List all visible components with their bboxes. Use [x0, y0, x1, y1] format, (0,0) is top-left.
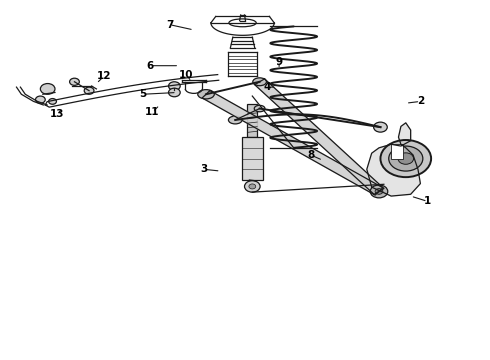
Circle shape: [49, 99, 56, 104]
Circle shape: [398, 153, 414, 164]
Circle shape: [380, 140, 431, 177]
Circle shape: [169, 82, 180, 90]
Bar: [242, 137, 263, 180]
Text: 6: 6: [147, 61, 154, 71]
Polygon shape: [367, 123, 420, 196]
Ellipse shape: [254, 105, 265, 112]
Circle shape: [375, 189, 383, 194]
Circle shape: [35, 96, 45, 103]
Circle shape: [370, 185, 388, 198]
Ellipse shape: [198, 90, 214, 99]
Polygon shape: [255, 79, 384, 194]
Text: 5: 5: [139, 89, 147, 99]
Text: 4: 4: [263, 82, 270, 92]
Circle shape: [245, 181, 260, 192]
Ellipse shape: [228, 116, 242, 124]
Bar: [391, 144, 403, 158]
Text: 8: 8: [307, 150, 315, 160]
Text: 9: 9: [275, 57, 283, 67]
Circle shape: [84, 87, 94, 94]
Text: 13: 13: [50, 109, 65, 119]
Text: 10: 10: [179, 69, 194, 80]
Circle shape: [389, 146, 423, 171]
Ellipse shape: [253, 78, 267, 86]
Text: 7: 7: [166, 19, 173, 30]
Circle shape: [70, 78, 79, 85]
Circle shape: [372, 186, 386, 197]
Circle shape: [40, 84, 55, 94]
Polygon shape: [202, 91, 383, 195]
Text: 1: 1: [424, 197, 431, 206]
Circle shape: [249, 184, 256, 189]
Text: 3: 3: [200, 164, 207, 174]
Text: 11: 11: [145, 107, 160, 117]
Text: 12: 12: [97, 71, 111, 81]
Bar: [247, 104, 257, 137]
Circle shape: [374, 122, 387, 132]
Circle shape: [169, 88, 180, 97]
Text: 2: 2: [417, 96, 424, 107]
